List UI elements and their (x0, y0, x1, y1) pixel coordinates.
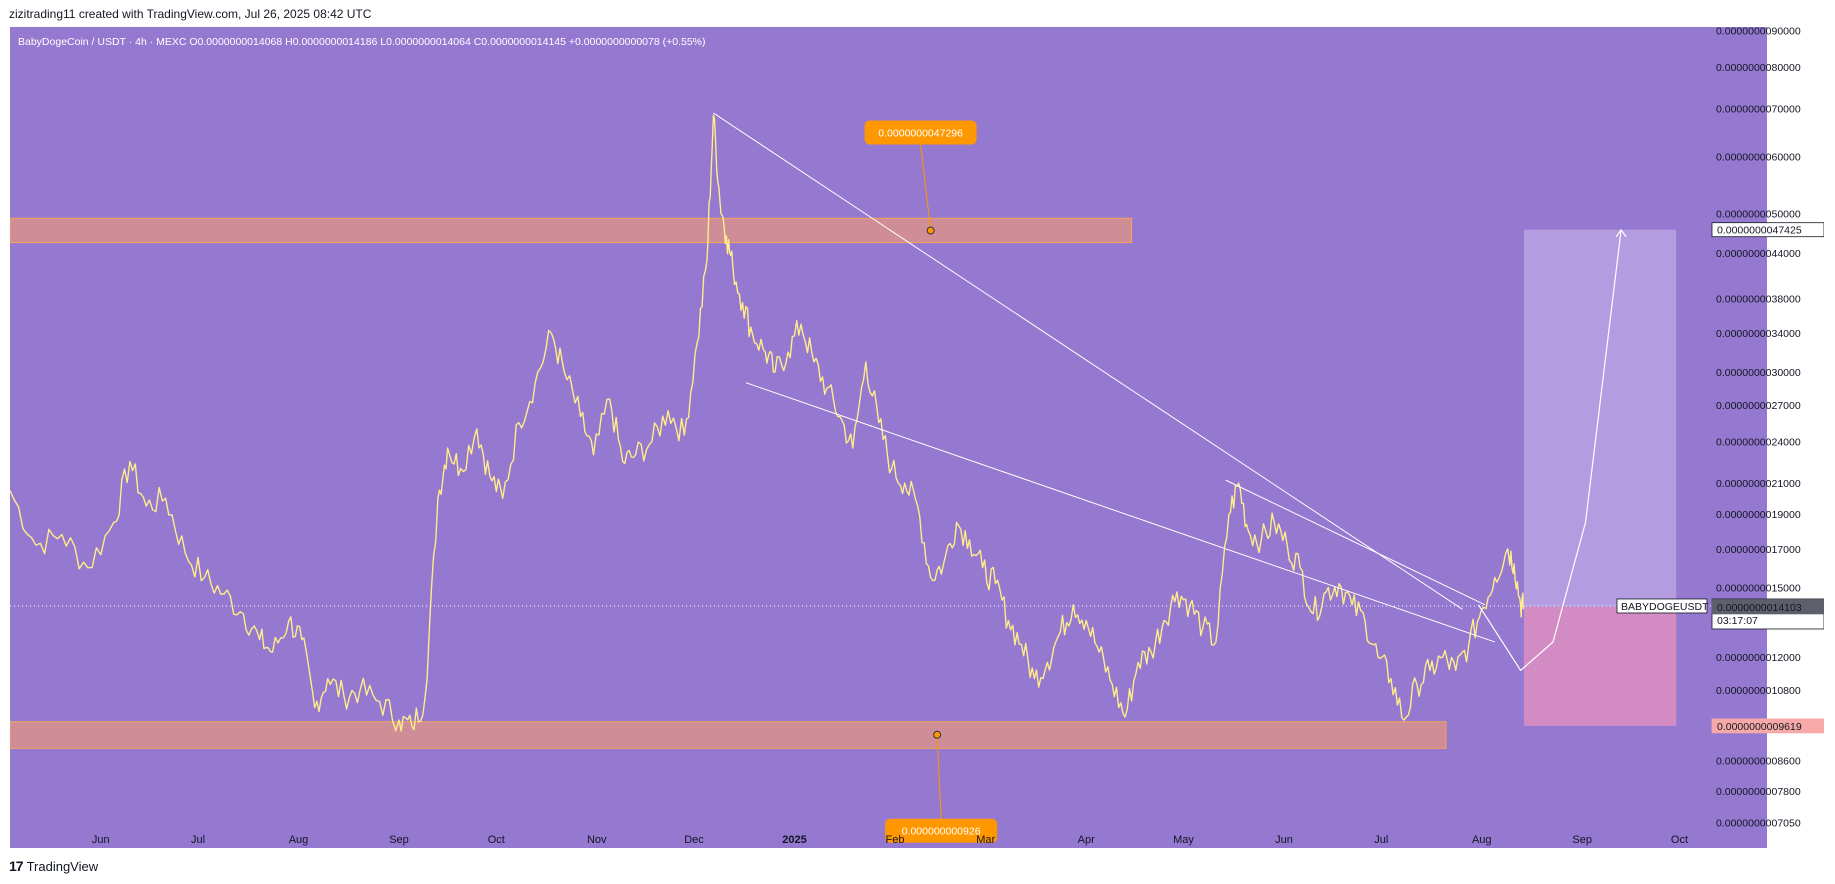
y-tick-label: 0.0000000012000 (1716, 652, 1801, 664)
y-tick-label: 0.0000000027000 (1716, 400, 1801, 412)
annotation-anchor-2[interactable] (933, 730, 942, 739)
tradingview-logo[interactable]: 17 TradingView (9, 858, 98, 874)
last-price-tag-countdown: 03:17:07 (1717, 615, 1758, 627)
y-tick-label: 0.0000000070000 (1716, 104, 1801, 116)
trendline-3[interactable] (1225, 479, 1486, 606)
stop-price-tag: 0.0000000009619 (1717, 721, 1802, 733)
y-tick-label: 0.0000000038000 (1716, 294, 1801, 306)
y-tick-label: 0.0000000021000 (1716, 478, 1801, 490)
annotation-pointer-1 (920, 144, 932, 231)
y-tick-label: 0.0000000007800 (1716, 786, 1801, 798)
entry-price-tag-bg (1711, 599, 1824, 615)
x-tick-label: May (1173, 834, 1194, 846)
tradingview-logo-icon: 17 (9, 858, 24, 874)
target-price-tag-bg (1711, 222, 1824, 238)
x-tick-label: 2025 (782, 834, 806, 846)
y-tick-label: 0.0000000090000 (1716, 27, 1801, 37)
x-tick-label: Sep (389, 834, 409, 846)
x-tick-label: Mar (976, 834, 995, 846)
trendline-1[interactable] (713, 112, 1463, 610)
tradingview-logo-text: TradingView (26, 858, 99, 874)
y-tick-label: 0.0000000080000 (1716, 62, 1801, 74)
projection-arrow-head-icon (1615, 228, 1627, 238)
chart-credit: zizitrading11 created with TradingView.c… (9, 7, 372, 21)
x-tick-label: Oct (488, 834, 505, 846)
x-tick-label: Aug (289, 834, 309, 846)
plot-background (10, 27, 1767, 848)
x-tick-label: Jul (1374, 834, 1388, 846)
resistance-zone[interactable] (10, 217, 1133, 244)
trendline-2[interactable] (745, 382, 1495, 643)
y-tick-label: 0.0000000060000 (1716, 152, 1801, 164)
y-tick-label: 0.0000000017000 (1716, 544, 1801, 556)
symbol-tag-bg (1616, 598, 1708, 614)
projection-arrow[interactable] (1477, 229, 1622, 671)
annotation-pointer-2 (936, 734, 942, 819)
support-zone[interactable] (10, 721, 1447, 749)
stop-price-tag-bg (1711, 718, 1824, 734)
x-tick-label: Jun (92, 834, 110, 846)
y-tick-label: 0.0000000034000 (1716, 328, 1801, 340)
annotation-text-1: 0.0000000047296 (878, 128, 963, 140)
x-tick-label: Apr (1078, 834, 1095, 846)
annotation-anchor-1[interactable] (926, 226, 935, 235)
y-tick-label: 0.0000000030000 (1716, 367, 1801, 379)
annotation-text-2: 0.000000000926 (902, 826, 981, 838)
y-tick-label: 0.0000000044000 (1716, 248, 1801, 260)
position-target-area[interactable] (1523, 229, 1677, 607)
entry-price-tag: 0.0000000014103 (1717, 602, 1802, 614)
position-stop-area[interactable] (1523, 606, 1677, 726)
price-series-line (10, 114, 1525, 732)
target-price-tag: 0.0000000047425 (1717, 225, 1802, 237)
y-tick-label: 0.0000000015000 (1716, 583, 1801, 595)
y-tick-label: 0.0000000019000 (1716, 509, 1801, 521)
chart-legend: BabyDogeCoin / USDT · 4h · MEXC O0.00000… (18, 36, 706, 48)
chart-canvas[interactable]: 0.0000000047296 0.000000000926 Jun Jul Aug S… (10, 27, 1824, 848)
x-tick-label: Aug (1472, 834, 1492, 846)
x-tick-label: Dec (684, 834, 704, 846)
y-tick-label: 0.0000000008600 (1716, 756, 1801, 768)
y-tick-label: 0.0000000007050 (1716, 818, 1801, 830)
annotation-callout-1[interactable] (864, 120, 977, 145)
y-tick-label: 0.0000000024000 (1716, 437, 1801, 449)
price-axis-background[interactable] (1767, 27, 1824, 848)
x-tick-label: Jul (191, 834, 205, 846)
x-tick-label: Feb (885, 834, 904, 846)
chart-frame[interactable]: 0.0000000047296 0.000000000926 Jun Jul Aug S… (10, 27, 1824, 848)
x-tick-label: Sep (1572, 834, 1592, 846)
x-tick-label: Oct (1671, 834, 1688, 846)
x-tick-label: Nov (587, 834, 607, 846)
y-tick-label: 0.0000000010800 (1716, 685, 1801, 697)
y-tick-label: 0.0000000050000 (1716, 208, 1801, 220)
annotation-callout-2[interactable] (885, 818, 998, 843)
symbol-tag: BABYDOGEUSDT (1621, 601, 1709, 613)
x-tick-label: Jun (1275, 834, 1293, 846)
